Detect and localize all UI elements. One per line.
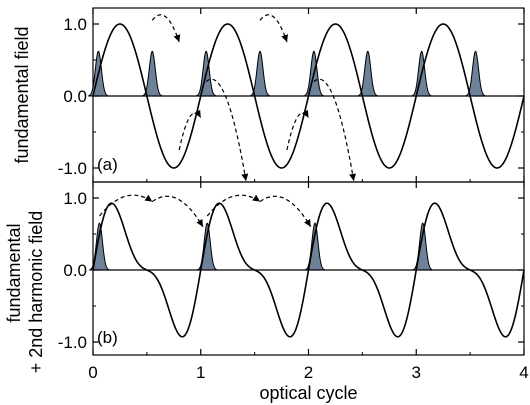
panel-b-ytick-label-0: 1.0 — [63, 189, 87, 208]
panel-a-ytick-label-0: 1.0 — [63, 15, 87, 34]
panel-a-arrow-5 — [313, 78, 355, 182]
x-tick-label-1: 1 — [196, 363, 205, 382]
panel-a-arrows — [151, 14, 357, 182]
panel-a-ytick-label-2: -1.0 — [58, 159, 87, 178]
panel-b-arrowhead-0 — [144, 194, 153, 202]
panel-b-arrowhead-3 — [304, 218, 311, 227]
panel-a-arrowhead-3 — [301, 109, 309, 118]
panel-a-ylabel: fundamental field — [12, 26, 32, 163]
panel-b-pulses — [89, 222, 433, 271]
panel-a-arrowhead-0 — [173, 34, 181, 42]
panel-b-ticks: 0 1 2 3 4 1.0 0.0 -1.0 — [58, 182, 529, 382]
panel-b-pulse-2 — [304, 222, 325, 271]
panel-b-arrow-0 — [98, 194, 153, 217]
panel-b-label: (b) — [97, 328, 118, 347]
panel-a-ticks: 1.0 0.0 -1.0 — [58, 8, 525, 182]
panel-a-arrow-4 — [205, 78, 247, 182]
panel-b-arrows — [98, 194, 312, 228]
x-tick-label-4: 4 — [519, 363, 528, 382]
panel-b-arrowhead-1 — [252, 194, 261, 202]
panel-a-field-curve — [92, 23, 525, 169]
panel-b-pulse-1 — [197, 222, 218, 271]
x-tick-label-2: 2 — [304, 363, 313, 382]
panel-b-ylabel-line2: + 2nd harmonic field — [26, 211, 46, 374]
panel-b-arrowhead-2 — [196, 218, 203, 227]
panel-b-arrow-3 — [259, 195, 312, 228]
panel-a-arrowhead-1 — [194, 109, 201, 118]
panel-b-field-curve — [92, 202, 525, 338]
panel-a-label: (a) — [97, 155, 118, 174]
x-tick-label-3: 3 — [412, 363, 421, 382]
x-axis-title: optical cycle — [259, 383, 357, 403]
panel-a-arrowhead-2 — [281, 34, 289, 42]
panel-a-arrowhead-5 — [349, 173, 357, 181]
panel-b-pulse-3 — [412, 222, 433, 271]
panel-a-arrow-3 — [286, 112, 310, 151]
panel-b-arrow-2 — [151, 195, 204, 228]
panel-a-ytick-label-1: 0.0 — [63, 87, 87, 106]
panel-b-ylabel-line1: fundamental — [4, 223, 24, 322]
panel-a-arrowhead-4 — [241, 173, 249, 181]
panel-a: 1.0 0.0 -1.0 (a) fundamental field — [12, 7, 525, 183]
x-tick-label-0: 0 — [88, 363, 97, 382]
panel-b: 0 1 2 3 4 1.0 0.0 -1.0 (b) fundamental + 2nd ha… — [4, 181, 529, 382]
panel-a-arrow-1 — [178, 112, 202, 151]
panel-b-ytick-label-1: 0.0 — [63, 261, 87, 280]
panel-b-arrow-1 — [206, 194, 261, 217]
panel-b-ytick-label-2: -1.0 — [58, 333, 87, 352]
